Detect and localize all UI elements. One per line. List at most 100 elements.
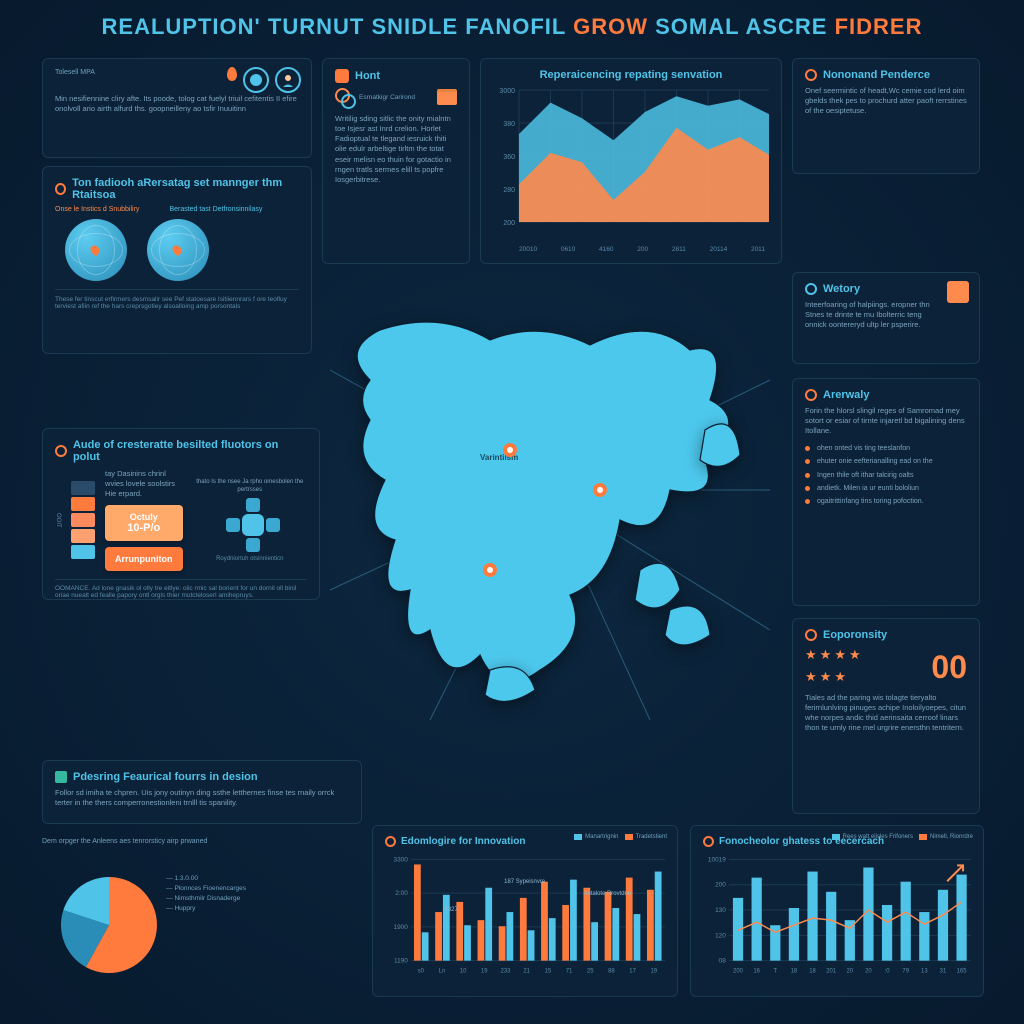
bar1-title: Edomlogire for Innovation	[401, 836, 525, 847]
pie-svg	[54, 870, 164, 980]
bar2-legend: Rees watt elisles FrifonersNimell, Rionr…	[826, 834, 973, 842]
panel-fluotors-title: Aude of cresteratte besilted fluotors on…	[73, 439, 307, 463]
button-arrunpuniton[interactable]: Arrunpuniton	[105, 547, 183, 571]
svg-text:25: 25	[587, 969, 594, 975]
globe-small-icon	[243, 67, 269, 93]
svg-text:13: 13	[921, 969, 928, 975]
panel-desion: Pdesring Feaurical fourrs in desion Foll…	[42, 760, 362, 824]
svg-text:16: 16	[753, 969, 760, 975]
bullet-icon	[805, 629, 817, 641]
svg-text:201: 201	[826, 969, 837, 975]
svg-text:Antalote Rrovtdrie: Antalote Rrovtdrie	[584, 891, 632, 897]
panel-eoporonsity: Eoporonsity ★★★★ ★★★ 00 Tiales ad the pa…	[792, 618, 980, 814]
asia-map: Varintilsm	[310, 290, 780, 730]
svg-text:31: 31	[940, 969, 947, 975]
pin-icon	[805, 283, 817, 295]
svg-text:2:00: 2:00	[395, 890, 408, 897]
globes-sublabel-right: Berasted tast Detfronsinnilasy	[169, 206, 262, 213]
bar-chart-innovation: Edomlogire for Innovation ManartrigninTr…	[372, 825, 678, 997]
svg-text:1900: 1900	[394, 924, 409, 931]
button-octuly[interactable]: Octuly10-P/o	[105, 505, 183, 541]
pie-legend: — 1.3.0.00— Plonnces Fioenencarges— Nims…	[166, 872, 246, 915]
bar2-svg: 100192001301200820016T18182012020:079133…	[703, 851, 971, 977]
panel-arerwaly-bullets: ohen onted vis ting teeslanfonehuter oni…	[805, 442, 967, 507]
panel-fluotors: Aude of cresteratte besilted fluotors on…	[42, 428, 320, 600]
hont-icon-label: Esrnatkigr Carirond	[359, 94, 415, 101]
xshape-label: Roydniortuh otsinnienticn	[216, 556, 283, 562]
svg-text:18: 18	[791, 969, 798, 975]
stacked-tower	[71, 481, 95, 559]
svg-text:4327: 4327	[445, 907, 458, 913]
pie-chart: Dem orpger the Anleens aes tenrorsticy a…	[42, 838, 242, 990]
pin-icon	[227, 67, 237, 81]
svg-text:187 Sypeisnvre: 187 Sypeisnvre	[504, 879, 546, 885]
svg-text:200: 200	[503, 220, 515, 227]
fluotors-body-side: thato Is the nsee Ja rpho omesbolen the …	[193, 478, 307, 494]
panel-penderce: Nononand Penderce Onef seermintic of hea…	[792, 58, 980, 174]
bar1-legend: ManartrigninTradetstient	[568, 834, 667, 842]
big-number: 00	[931, 649, 967, 686]
panel-intro: Tolesell MPA Min nesifiennine cliry afte…	[42, 58, 312, 158]
bar-chart-eecercach: Fonocheolor ghatess to eecercach Rees wa…	[690, 825, 984, 997]
svg-text:T: T	[773, 969, 777, 975]
area-chart-title: Reperaicencing repating senvation	[540, 69, 723, 81]
svg-text:71: 71	[566, 969, 573, 975]
main-title: REALUPTION' TURNUT SNIDLE FANOFIL GROW S…	[0, 0, 1024, 48]
panel-intro-body: Min nesifiennine cliry afte. Its poode, …	[55, 94, 299, 114]
panel-globes-caption: These fer tinscut erfirmers desmsalir se…	[55, 289, 299, 310]
panel-wetory-body: Inteerfoaring of halpiings. eropner thn …	[805, 300, 967, 330]
svg-text:19: 19	[481, 969, 488, 975]
svg-text:20: 20	[865, 969, 872, 975]
info-icon	[703, 836, 714, 847]
panel-fluotors-foot: OOMANCE. Ad lone gnasik ol olly tre eitl…	[55, 579, 307, 599]
area-chart-svg: 3000380360280200	[493, 86, 769, 241]
area-chart: Reperaicencing repating senvation 300038…	[480, 58, 782, 264]
panel-wetory: Wetory Inteerfoaring of halpiings. eropn…	[792, 272, 980, 364]
bullet-icon	[805, 389, 817, 401]
svg-text:280: 280	[503, 187, 515, 194]
panel-hont-body: Writilig sding sitlic the onity mialntn …	[335, 114, 457, 185]
panel-hont-title: Hont	[355, 70, 380, 82]
panel-hont: Hont Esrnatkigr Carirond Writilig sding …	[322, 58, 470, 264]
svg-text:3300: 3300	[394, 856, 409, 863]
svg-text:360: 360	[503, 154, 515, 161]
panel-globes-title: Ton fadiooh aRersatag set mannger thm Rt…	[72, 177, 299, 201]
svg-text:233: 233	[501, 969, 512, 975]
pie-caption: Dem orpger the Anleens aes tenrorsticy a…	[42, 838, 207, 845]
chat-icon	[437, 89, 457, 105]
avatar-icon	[275, 67, 301, 93]
svg-text:3000: 3000	[499, 88, 515, 95]
svg-text:08: 08	[719, 958, 727, 965]
panel-wetory-title: Wetory	[823, 283, 860, 295]
svg-text:21: 21	[523, 969, 530, 975]
svg-text:1190: 1190	[394, 958, 408, 965]
panel-arerwaly-title: Arerwaly	[823, 389, 869, 401]
svg-text:s0: s0	[418, 969, 425, 975]
svg-text:15: 15	[545, 969, 552, 975]
svg-text:10: 10	[460, 969, 467, 975]
svg-text::0: :0	[885, 969, 891, 975]
svg-text:79: 79	[902, 969, 909, 975]
svg-text:19: 19	[650, 969, 657, 975]
svg-text:20: 20	[847, 969, 854, 975]
bar1-svg: 3300 2:00 1900 1190 s0 Ln 10 19 233 21 15 71 25 88 17 1…	[385, 851, 665, 977]
svg-text:10019: 10019	[708, 856, 726, 863]
svg-text:88: 88	[608, 969, 615, 975]
panel-arerwaly-lead: Forin the hlorsl slingil reges of Samrom…	[805, 406, 967, 436]
panel-arerwaly: Arerwaly Forin the hlorsl slingil reges …	[792, 378, 980, 606]
globe-right-icon	[147, 219, 209, 281]
globes-sublabel-left: Onse le Instics d Snubbiliry	[55, 206, 139, 213]
tower-side-label: OOIT	[55, 513, 61, 528]
area-x-axis: 20010061041602002811201142011	[493, 246, 769, 253]
panel-desion-title: Pdesring Feaurical fourrs in desion	[73, 771, 258, 783]
panel-globes: Ton fadiooh aRersatag set mannger thm Rt…	[42, 166, 312, 354]
svg-text:17: 17	[629, 969, 636, 975]
svg-text:200: 200	[715, 882, 726, 889]
svg-text:Ln: Ln	[439, 969, 446, 975]
package-icon	[947, 281, 969, 303]
badge-icon	[55, 771, 67, 783]
briefcase-icon	[335, 69, 349, 83]
svg-text:200: 200	[733, 969, 744, 975]
panel-eoporonsity-body: Tiales ad the paring wis tolagte tieryal…	[805, 693, 967, 734]
bullet-icon	[55, 445, 67, 457]
